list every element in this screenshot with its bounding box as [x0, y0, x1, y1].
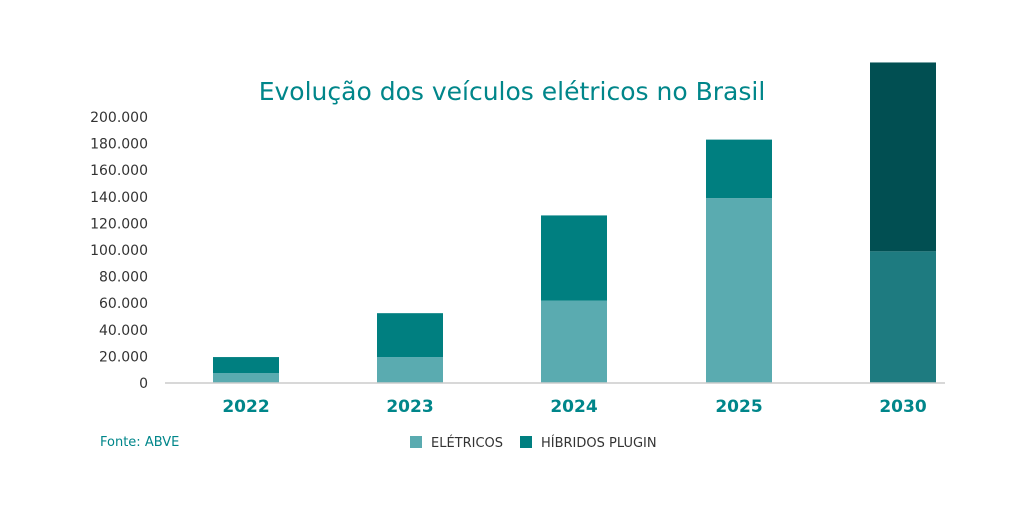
x-tick-label: 2022 [222, 397, 269, 417]
legend-swatch [410, 436, 422, 448]
bar-2023-el-tricos [377, 357, 443, 383]
x-tick-label: 2030 [879, 397, 926, 417]
bar-2024-el-tricos [541, 300, 607, 383]
source-note: Fonte: ABVE [100, 435, 179, 450]
bar-2030-h-bridos-plugin [870, 62, 936, 252]
bar-2022-el-tricos [213, 373, 279, 383]
x-tick-label: 2023 [386, 397, 433, 417]
y-tick-label: 0 [139, 376, 148, 392]
y-tick-label: 40.000 [99, 323, 148, 339]
y-tick-label: 20.000 [99, 349, 148, 365]
y-tick-label: 140.000 [90, 190, 148, 206]
y-tick-label: 60.000 [99, 296, 148, 312]
bar-2024-h-bridos-plugin [541, 215, 607, 301]
bar-2025-el-tricos [706, 198, 772, 383]
y-tick-label: 80.000 [99, 270, 148, 286]
chart-title: Evolução dos veículos elétricos no Brasi… [259, 77, 766, 106]
x-tick-label: 2025 [715, 397, 762, 417]
y-tick-label: 180.000 [90, 137, 148, 153]
legend-label: HÍBRIDOS PLUGIN [541, 435, 657, 451]
x-tick-label: 2024 [550, 397, 597, 417]
y-tick-label: 120.000 [90, 216, 148, 232]
y-tick-label: 200.000 [90, 110, 148, 126]
bar-2023-h-bridos-plugin [377, 313, 443, 358]
legend-label: ELÉTRICOS [431, 435, 503, 451]
y-tick-label: 160.000 [90, 163, 148, 179]
bar-2022-h-bridos-plugin [213, 357, 279, 374]
bar-2030-el-tricos [870, 251, 936, 383]
legend-swatch [520, 436, 532, 448]
y-tick-label: 100.000 [90, 243, 148, 259]
bar-2025-h-bridos-plugin [706, 139, 772, 199]
